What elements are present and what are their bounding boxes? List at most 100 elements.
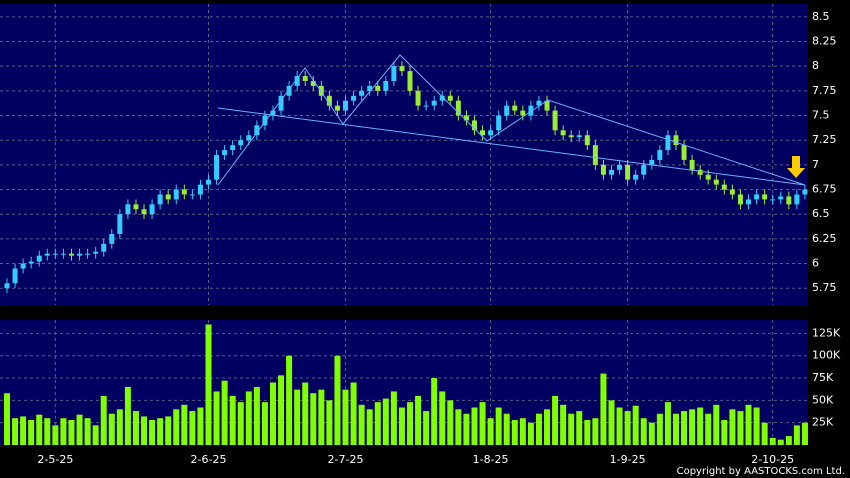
candle-body	[270, 110, 276, 116]
volume-bar	[672, 413, 679, 445]
candle-body	[641, 164, 647, 175]
volume-bar	[189, 411, 196, 445]
y-tick-label: 25K	[812, 416, 834, 429]
candle-body	[28, 261, 34, 264]
y-tick-label: 6.5	[812, 207, 830, 220]
candle-body	[149, 204, 155, 215]
candle-body	[36, 255, 42, 262]
candle-body	[625, 164, 631, 180]
volume-bar	[68, 420, 75, 445]
volume-bar	[407, 402, 413, 445]
y-tick-label: 7.75	[812, 84, 837, 97]
volume-bar	[455, 409, 462, 445]
candle-body	[568, 135, 574, 138]
volume-bar	[801, 422, 808, 445]
x-tick-label: 2-7-25	[328, 453, 364, 466]
volume-bar	[608, 400, 615, 445]
volume-bar	[697, 407, 704, 445]
volume-bar	[44, 418, 51, 445]
candle-body	[480, 130, 486, 136]
volume-bar	[600, 373, 607, 445]
candle-body	[617, 164, 623, 170]
candle-body	[770, 199, 776, 201]
volume-bar	[12, 418, 19, 445]
volume-bar	[261, 402, 268, 445]
candle-body	[786, 196, 792, 205]
volume-bar	[237, 402, 244, 445]
candle-body	[778, 196, 784, 200]
candle-body	[318, 85, 324, 96]
candle-body	[109, 233, 115, 244]
volume-bar	[20, 416, 27, 445]
candle-body	[713, 179, 719, 185]
candle-body	[206, 179, 211, 185]
volume-bar	[729, 409, 736, 445]
candle-body	[181, 189, 187, 195]
volume-bar	[141, 416, 148, 445]
candle-body	[262, 115, 268, 126]
volume-bar	[132, 411, 139, 445]
candle-body	[520, 110, 526, 116]
candle-body	[705, 174, 711, 180]
volume-bar	[124, 386, 131, 445]
x-tick-label: 2-5-25	[37, 453, 73, 466]
volume-bar	[334, 355, 341, 445]
candle-body	[214, 154, 220, 180]
candle-body	[44, 253, 50, 256]
y-tick-label: 75K	[812, 371, 834, 384]
volume-bar	[592, 418, 599, 445]
candle-body	[173, 189, 179, 200]
candle-body	[697, 169, 703, 175]
candle-body	[278, 95, 284, 111]
volume-bar	[632, 405, 639, 445]
volume-bar	[382, 398, 389, 445]
candle-body	[165, 194, 171, 200]
candle-body	[665, 135, 671, 151]
candle-body	[93, 251, 99, 254]
volume-bar	[116, 409, 123, 445]
volume-bar	[793, 425, 800, 445]
candle-body	[407, 71, 413, 91]
volume-bar	[511, 420, 518, 445]
volume-bar	[753, 407, 760, 445]
candle-body	[391, 66, 397, 81]
candle-body	[496, 115, 502, 131]
volume-bar	[439, 391, 446, 445]
candle-body	[375, 85, 381, 91]
y-tick-label: 8	[812, 59, 819, 72]
candle-body	[351, 95, 357, 101]
candle-body	[592, 145, 598, 165]
candle-body	[326, 95, 332, 106]
candle-body	[12, 268, 18, 284]
candle-body	[528, 105, 534, 116]
candle-body	[512, 105, 518, 111]
candle-body	[423, 105, 429, 107]
candle-body	[4, 283, 10, 289]
candle-body	[584, 135, 590, 146]
candle-body	[600, 164, 606, 175]
volume-bar	[576, 411, 583, 445]
candle-body	[20, 263, 26, 269]
volume-bar	[76, 414, 83, 445]
y-tick-label: 100K	[812, 349, 841, 362]
candle-body	[133, 204, 139, 210]
volume-bar	[640, 418, 647, 445]
volume-bar	[245, 391, 252, 445]
candle-body	[85, 253, 91, 255]
candle-body	[157, 194, 163, 205]
volume-bar	[495, 407, 502, 445]
candle-body	[367, 85, 373, 91]
y-tick-label: 7.25	[812, 133, 837, 146]
candle-body	[141, 209, 147, 215]
volume-bar	[616, 407, 623, 445]
y-tick-label: 8.25	[812, 35, 837, 48]
volume-bar	[761, 422, 768, 445]
candle-body	[762, 194, 768, 200]
volume-bar	[479, 402, 486, 445]
volume-bar	[624, 411, 631, 445]
volume-bar	[390, 391, 397, 445]
candle-body	[794, 194, 800, 205]
volume-bar	[664, 402, 671, 445]
volume-bar	[415, 395, 422, 445]
x-tick-label: 2-6-25	[191, 453, 227, 466]
